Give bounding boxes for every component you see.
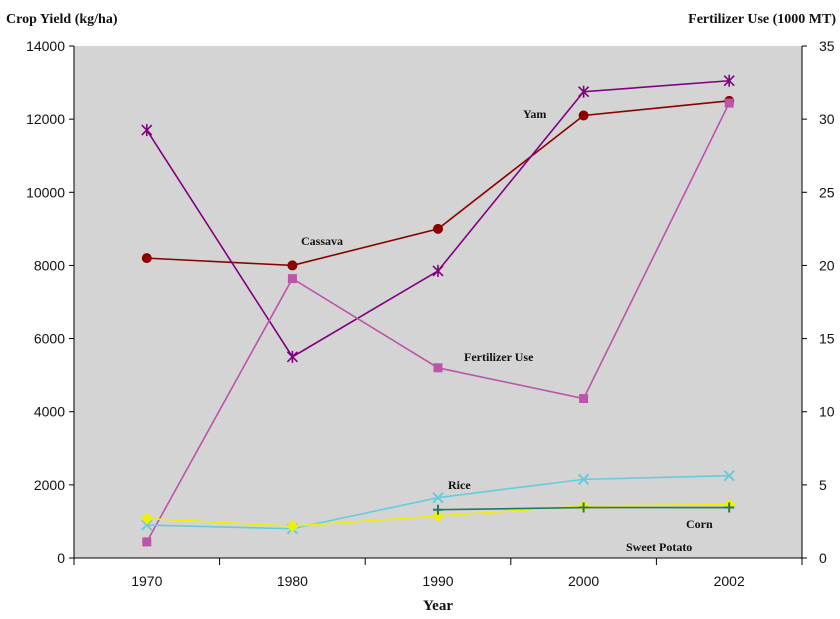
left-axis-tick-label: 8000 (34, 257, 65, 273)
data-point-cassava (287, 260, 298, 271)
right-axis-tick-label: 25 (819, 184, 835, 200)
series-layer (140, 74, 736, 547)
data-point-rice (432, 491, 444, 504)
x-axis-tick-label: 2002 (714, 573, 745, 589)
right-axis-title: Fertilizer Use (1000 MT) (688, 12, 836, 27)
data-point-yam (141, 124, 153, 137)
data-point-sweet-potato (433, 504, 443, 515)
left-axis-tick-label: 4000 (34, 404, 65, 420)
data-point-corn (432, 509, 444, 522)
data-point-rice (141, 519, 153, 531)
left-axis-tick-label: 6000 (34, 331, 65, 347)
data-point-corn (140, 512, 153, 525)
annotation-rice: Rice (448, 478, 471, 492)
annotation-cassava: Cassava (301, 234, 343, 248)
data-point-yam (723, 74, 735, 87)
series-sweet-potato (433, 502, 735, 515)
annotation-yam: Yam (523, 107, 546, 121)
right-axis-tick-label: 10 (819, 404, 835, 420)
x-axis-tick-label: 1990 (422, 573, 453, 589)
data-point-yam (286, 350, 298, 363)
data-point-fertilizer-use (724, 98, 734, 108)
left-axis-tick-label: 10000 (26, 184, 65, 200)
right-axis-tick-label: 5 (819, 477, 827, 493)
x-axis-tick-label: 1980 (277, 573, 308, 589)
data-point-sweet-potato (578, 502, 589, 513)
data-point-fertilizer-use (579, 394, 589, 404)
series-fertilizer-use (142, 98, 734, 547)
right-axis-tick-label: 15 (819, 331, 835, 347)
left-axis-tick-label: 14000 (26, 38, 65, 54)
right-axis-tick-label: 0 (819, 550, 827, 566)
data-point-corn (286, 520, 299, 533)
annotation-corn: Corn (686, 517, 713, 531)
annotation-fertilizer-use: Fertilizer Use (464, 350, 534, 364)
x-axis-tick-label: 2000 (568, 573, 599, 589)
data-point-yam (578, 85, 590, 98)
data-point-cassava (578, 110, 589, 121)
right-axis-tick-label: 35 (819, 38, 835, 54)
data-point-rice (723, 470, 735, 482)
axes: 0 2000 4000 6000 8000 10000 12000 14000 0 5 10 15 20… (26, 38, 835, 589)
data-point-fertilizer-use (433, 363, 443, 373)
left-axis-tick-label: 12000 (26, 111, 65, 127)
left-axis-tick-label: 2000 (34, 477, 65, 493)
data-point-fertilizer-use (287, 274, 297, 284)
data-point-sweet-potato (724, 502, 735, 513)
right-axis-tick-label: 20 (819, 257, 835, 273)
right-axis-tick-label: 30 (819, 111, 835, 127)
series-yam (141, 74, 735, 363)
plot-area (74, 46, 802, 558)
x-axis-title: Year (423, 598, 453, 614)
annotation-sweet-potato: Sweet Potato (626, 540, 692, 554)
data-point-cassava (433, 223, 443, 234)
data-point-yam (432, 264, 444, 277)
data-point-fertilizer-use (142, 537, 152, 547)
x-axis-tick-label: 1970 (131, 573, 162, 589)
data-point-cassava (141, 253, 152, 264)
left-axis-tick-label: 0 (57, 550, 65, 566)
data-point-rice (577, 473, 590, 486)
left-axis-title: Crop Yield (kg/ha) (6, 12, 118, 27)
